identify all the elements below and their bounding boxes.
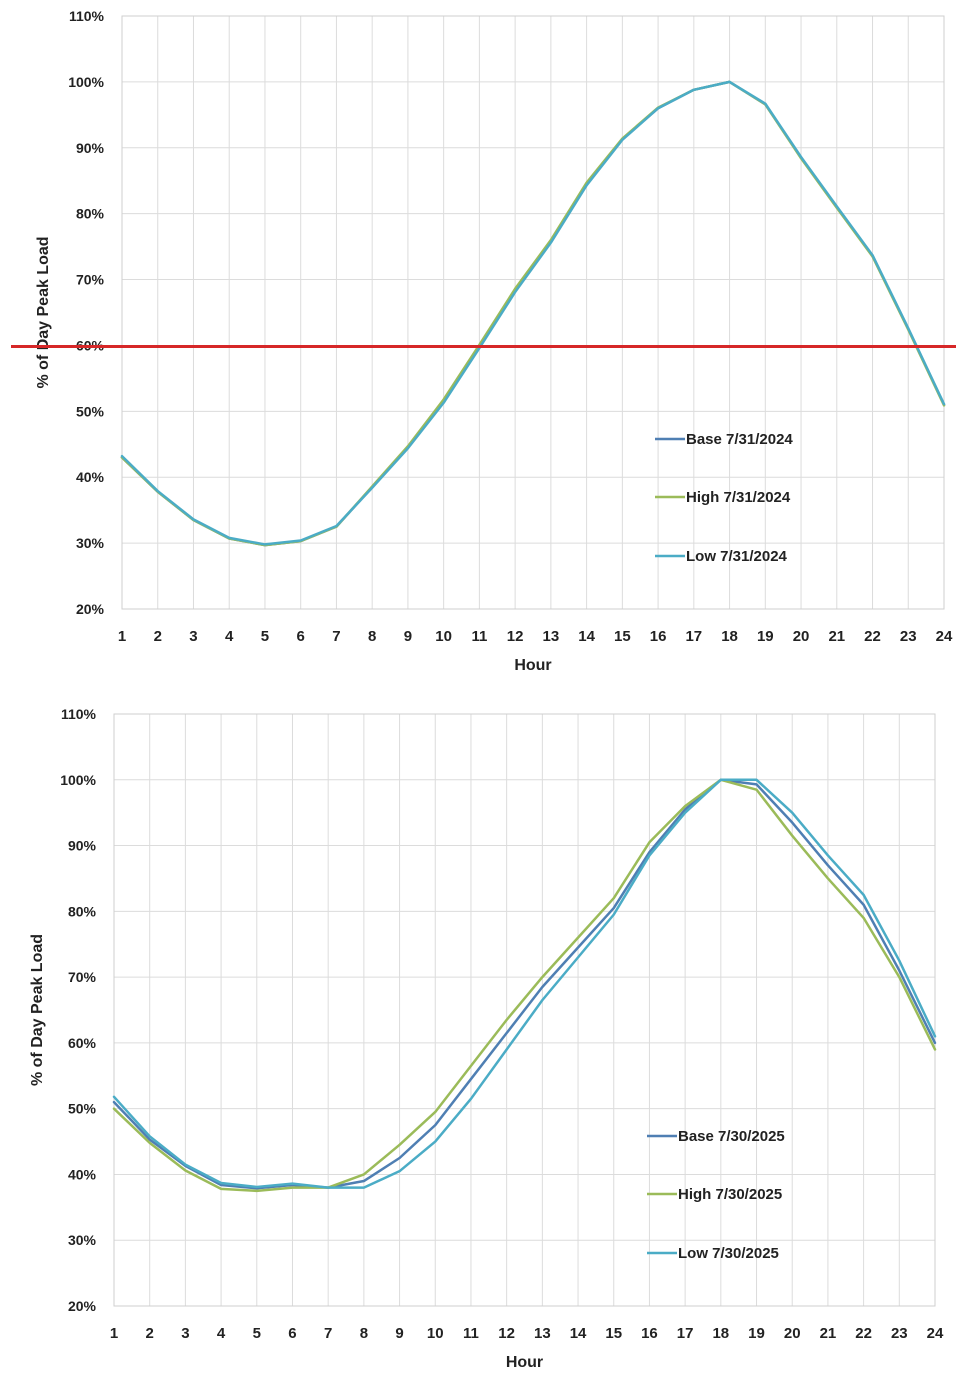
x-tick-label: 6	[288, 1325, 296, 1342]
y-tick-label: 50%	[76, 403, 105, 419]
legend-label-high: High 7/31/2024	[686, 489, 791, 506]
x-tick-label: 19	[757, 628, 774, 645]
x-tick-label: 23	[891, 1325, 908, 1342]
x-tick-label: 22	[855, 1325, 872, 1342]
x-tick-label: 10	[427, 1325, 444, 1342]
x-tick-label: 1	[118, 628, 126, 645]
x-axis-label: Hour	[506, 1354, 543, 1371]
x-tick-label: 8	[360, 1325, 368, 1342]
x-tick-label: 1	[110, 1325, 118, 1342]
y-tick-label: 40%	[76, 469, 105, 485]
y-tick-label: 90%	[76, 140, 105, 156]
y-axis-label: % of Day Peak Load	[29, 934, 46, 1086]
x-tick-label: 10	[435, 628, 452, 645]
series-line-base	[112, 778, 937, 1190]
plot-area	[113, 713, 936, 1307]
y-tick-label: 110%	[61, 706, 97, 722]
x-tick-label: 17	[685, 628, 702, 645]
chart-2024: 20%30%40%50%60%70%80%90%100%110%12345678…	[35, 8, 953, 674]
x-tick-label: 12	[498, 1325, 515, 1342]
x-tick-label: 2	[146, 1325, 154, 1342]
x-tick-label: 6	[297, 628, 305, 645]
x-tick-label: 14	[570, 1325, 587, 1342]
x-tick-label: 13	[534, 1325, 551, 1342]
x-tick-label: 15	[605, 1325, 622, 1342]
x-tick-label: 23	[900, 628, 917, 645]
chart-2025: 20%30%40%50%60%70%80%90%100%110%1 2 3 4 5 6 7 8…	[29, 706, 944, 1371]
legend-label-low: Low 7/31/2024	[686, 548, 788, 565]
y-tick-label: 70%	[68, 969, 97, 985]
legend-label-high: High 7/30/2025	[678, 1186, 782, 1203]
x-tick-label: 20	[784, 1325, 801, 1342]
x-tick-label: 9	[395, 1325, 403, 1342]
series-line-base	[120, 80, 946, 547]
x-tick-label: 17	[677, 1325, 694, 1342]
x-tick-label: 4	[217, 1325, 226, 1342]
y-tick-label: 30%	[76, 535, 105, 551]
x-tick-label: 11	[471, 628, 487, 645]
y-tick-label: 30%	[68, 1232, 97, 1248]
series-line-high	[112, 778, 937, 1193]
x-tick-label: 22	[864, 628, 881, 645]
x-tick-label: 18	[721, 628, 738, 645]
x-tick-label: 13	[543, 628, 560, 645]
x-tick-label: 3	[181, 1325, 189, 1342]
x-tick-label: 7	[332, 628, 340, 645]
x-tick-label: 7	[324, 1325, 332, 1342]
x-tick-label: 24	[927, 1325, 944, 1342]
plot-area	[121, 15, 945, 610]
y-tick-label: 90%	[68, 838, 97, 854]
y-tick-label: 110%	[69, 8, 105, 24]
y-tick-label: 100%	[60, 772, 96, 788]
x-tick-label: 9	[404, 628, 412, 645]
series-line-low	[120, 80, 946, 546]
x-tick-label: 16	[650, 628, 667, 645]
y-tick-label: 40%	[68, 1166, 97, 1182]
x-tick-label: 12	[507, 628, 524, 645]
y-tick-label: 70%	[76, 272, 105, 288]
x-tick-label: 19	[748, 1325, 765, 1342]
series-line-high	[120, 80, 946, 547]
y-tick-label: 60%	[68, 1035, 97, 1051]
x-tick-label: 20	[793, 628, 810, 645]
series-line-low	[112, 778, 937, 1189]
x-tick-label: 4	[225, 628, 234, 645]
y-tick-label: 20%	[68, 1298, 97, 1314]
x-tick-label: 15	[614, 628, 631, 645]
y-tick-label: 80%	[68, 903, 97, 919]
reference-line-60-percent	[11, 345, 956, 348]
y-tick-label: 20%	[76, 601, 105, 617]
y-tick-label: 50%	[68, 1101, 97, 1117]
x-tick-label: 5	[261, 628, 269, 645]
legend-label-base: Base 7/31/2024	[686, 431, 793, 448]
x-tick-label: 3	[189, 628, 197, 645]
x-tick-label: 11	[463, 1325, 479, 1342]
y-tick-label: 80%	[76, 206, 105, 222]
x-tick-label: 16	[641, 1325, 658, 1342]
x-tick-label: 8	[368, 628, 376, 645]
x-tick-label: 2	[154, 628, 162, 645]
x-tick-label: 18	[712, 1325, 729, 1342]
x-tick-label: 24	[936, 628, 953, 645]
x-tick-label: 5	[253, 1325, 261, 1342]
x-tick-label: 21	[820, 1325, 837, 1342]
legend-label-base: Base 7/30/2025	[678, 1128, 785, 1145]
x-axis-label: Hour	[514, 657, 551, 674]
x-tick-label: 21	[828, 628, 845, 645]
y-tick-label: 100%	[68, 74, 104, 90]
y-axis-label: % of Day Peak Load	[35, 236, 52, 388]
x-tick-label: 14	[578, 628, 595, 645]
legend-label-low: Low 7/30/2025	[678, 1245, 779, 1262]
